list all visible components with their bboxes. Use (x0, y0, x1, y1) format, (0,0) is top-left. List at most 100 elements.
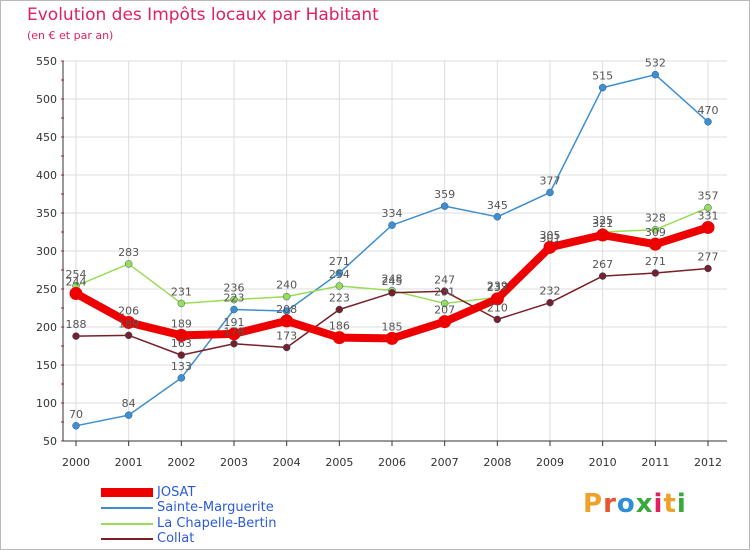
legend-label-josat: JOSAT (157, 484, 196, 500)
logo-letter: P (583, 489, 604, 519)
data-label-sainte-marguerite: 223 (224, 292, 245, 305)
legend: JOSAT Sainte-Marguerite La Chapelle-Bert… (101, 485, 277, 547)
data-label-collat: 267 (592, 258, 613, 271)
data-point-la-chapelle-bertin (177, 299, 186, 308)
data-label-sainte-marguerite: 84 (122, 397, 136, 410)
data-label-josat: 321 (592, 217, 613, 230)
y-tick-label: 300 (36, 245, 57, 258)
data-label-la-chapelle-bertin: 254 (329, 268, 350, 281)
data-point-sainte-marguerite (230, 305, 238, 314)
data-label-la-chapelle-bertin: 325 (592, 214, 613, 227)
data-label-la-chapelle-bertin: 328 (645, 212, 666, 225)
data-label-la-chapelle-bertin: 239 (487, 279, 508, 292)
data-point-collat (230, 339, 238, 348)
data-point-la-chapelle-bertin (335, 282, 344, 290)
data-label-la-chapelle-bertin: 301 (540, 232, 561, 245)
data-point-la-chapelle-bertin (704, 203, 712, 212)
y-tick-label: 250 (36, 283, 57, 296)
data-point-collat (493, 315, 502, 324)
data-label-josat: 309 (645, 226, 666, 239)
data-label-la-chapelle-bertin: 236 (224, 282, 245, 295)
data-label-josat: 186 (329, 320, 350, 333)
data-point-la-chapelle-bertin (124, 260, 133, 268)
x-tick-label: 2012 (694, 456, 722, 469)
data-point-collat (440, 287, 449, 296)
data-label-josat: 185 (382, 320, 403, 333)
x-tick-label: 2005 (325, 456, 353, 469)
data-label-sainte-marguerite: 271 (329, 255, 350, 268)
data-label-collat: 223 (329, 292, 350, 305)
logo-letter: t (663, 489, 677, 519)
data-label-la-chapelle-bertin: 283 (118, 246, 139, 259)
data-point-josat (543, 240, 557, 254)
data-label-la-chapelle-bertin: 248 (382, 273, 403, 286)
legend-swatch-sainte-marguerite (101, 507, 153, 510)
data-point-sainte-marguerite (335, 269, 344, 277)
data-label-la-chapelle-bertin: 357 (698, 190, 719, 203)
data-point-sainte-marguerite (388, 221, 396, 229)
data-point-josat (648, 237, 662, 251)
data-point-josat (122, 315, 136, 329)
data-label-collat: 163 (171, 337, 192, 350)
data-label-sainte-marguerite: 334 (382, 207, 403, 220)
data-label-josat: 208 (276, 303, 297, 316)
data-label-la-chapelle-bertin: 231 (171, 285, 192, 298)
data-point-josat (385, 331, 399, 345)
data-label-collat: 210 (487, 301, 508, 314)
x-tick-label: 2001 (115, 456, 143, 469)
logo-letter: i (676, 489, 687, 519)
data-point-josat (227, 327, 241, 341)
data-point-sainte-marguerite (124, 411, 133, 419)
data-label-collat: 178 (224, 326, 245, 339)
data-label-josat: 189 (171, 317, 192, 330)
data-label-sainte-marguerite: 345 (487, 199, 508, 212)
y-tick-label: 400 (36, 169, 57, 182)
x-tick-label: 2003 (220, 456, 248, 469)
x-tick-label: 2011 (641, 456, 669, 469)
data-point-josat (438, 315, 452, 329)
x-tick-label: 2009 (536, 456, 564, 469)
legend-item-la-chapelle-bertin: La Chapelle-Bertin (101, 516, 277, 532)
data-point-collat (546, 298, 554, 307)
logo-letter: o (616, 489, 636, 519)
data-label-sainte-marguerite: 377 (540, 174, 561, 187)
data-point-sainte-marguerite (72, 422, 80, 430)
data-point-collat (72, 332, 80, 340)
x-tick-label: 2007 (431, 456, 459, 469)
data-label-sainte-marguerite: 515 (592, 70, 613, 83)
y-tick-label: 500 (36, 93, 57, 106)
data-label-la-chapelle-bertin: 240 (276, 279, 297, 292)
legend-label-la-chapelle-bertin: La Chapelle-Bertin (157, 515, 277, 531)
data-label-collat: 173 (276, 330, 297, 343)
x-tick-label: 2006 (378, 456, 406, 469)
legend-item-sainte-marguerite: Sainte-Marguerite (101, 501, 277, 517)
logo-letter: x (635, 489, 654, 519)
data-label-collat: 245 (382, 275, 403, 288)
y-tick-label: 450 (36, 131, 57, 144)
data-point-josat (701, 220, 715, 234)
x-tick-label: 2002 (167, 456, 195, 469)
data-point-sainte-marguerite (651, 70, 660, 79)
legend-swatch-la-chapelle-bertin (101, 522, 153, 525)
y-tick-label: 200 (36, 321, 57, 334)
data-label-collat: 232 (540, 285, 561, 298)
data-point-sainte-marguerite (177, 374, 186, 382)
legend-item-collat: Collat (101, 532, 277, 548)
legend-label-collat: Collat (157, 531, 195, 547)
data-label-la-chapelle-bertin: 254 (66, 268, 87, 281)
logo-letter: r (603, 489, 617, 519)
data-label-layer: 70 84 133 223 271 334 359 345 377 515 532 470 254 283… (66, 57, 719, 421)
legend-item-josat: JOSAT (101, 485, 277, 501)
grid-layer (63, 60, 727, 442)
data-point-josat (596, 228, 610, 242)
data-point-collat (282, 343, 291, 352)
data-label-josat: 206 (118, 304, 139, 317)
data-point-collat (704, 264, 712, 273)
chart-title: Evolution des Impôts locaux par Habitant (27, 5, 379, 25)
y-tick-label: 550 (36, 55, 57, 68)
data-label-josat: 191 (224, 316, 245, 329)
data-point-sainte-marguerite (440, 202, 449, 210)
data-point-la-chapelle-bertin (282, 292, 291, 301)
